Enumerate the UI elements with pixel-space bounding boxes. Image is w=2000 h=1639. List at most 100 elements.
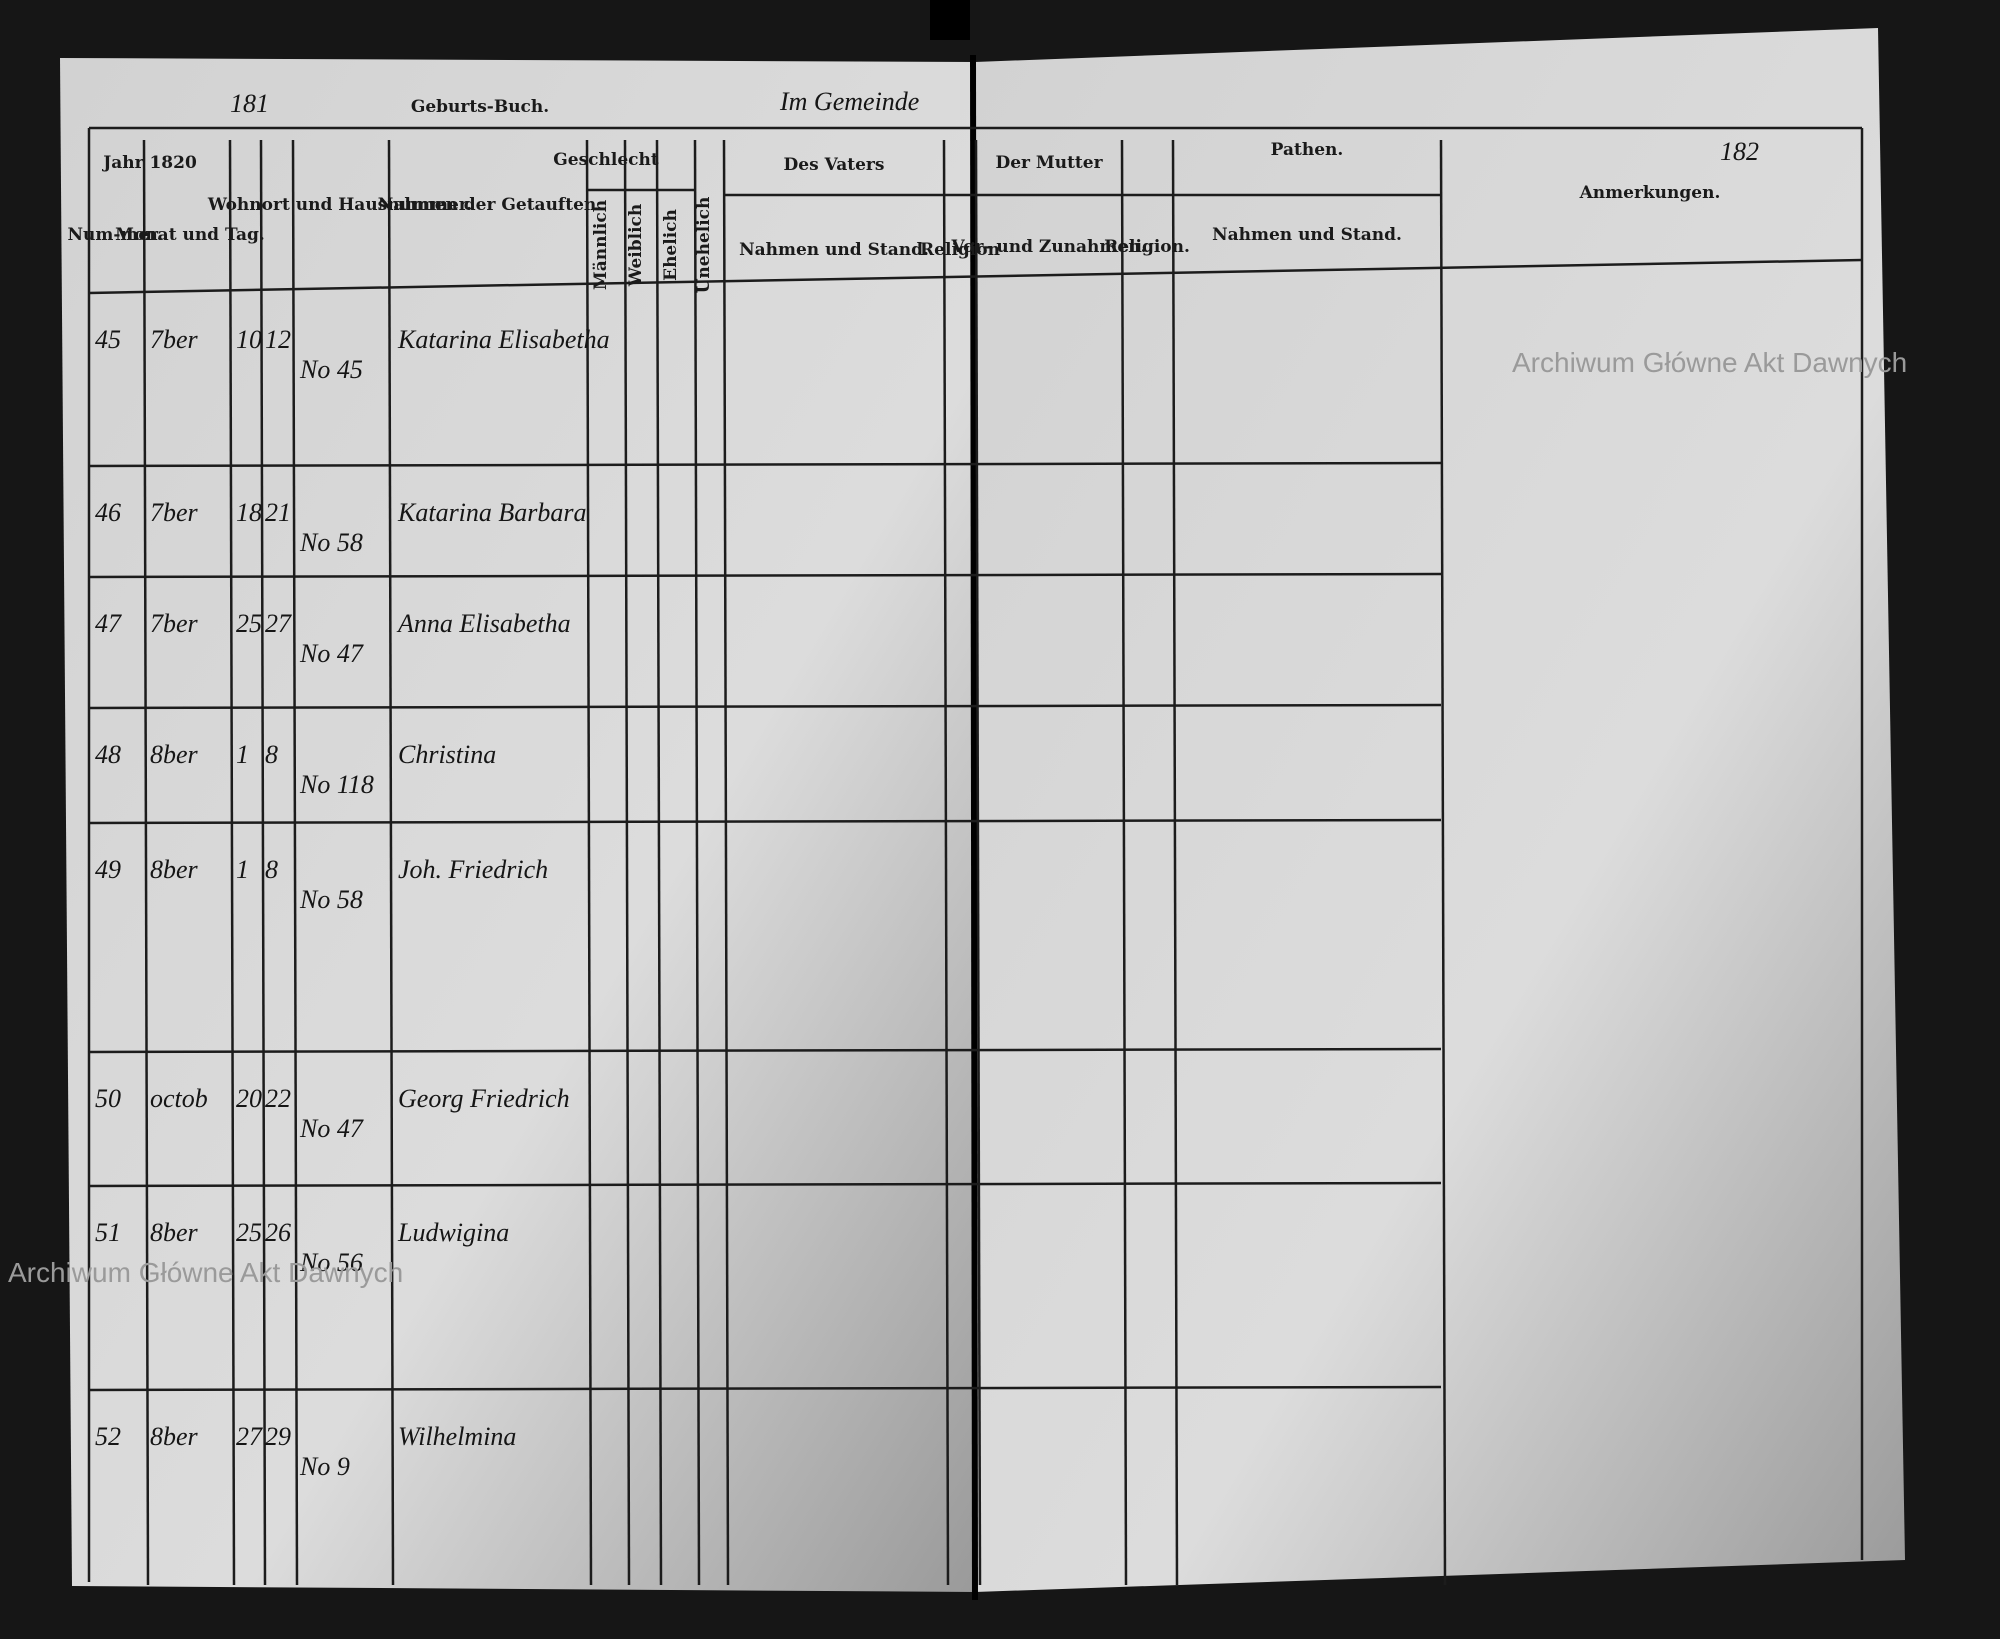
column-header: Ehelich xyxy=(661,209,681,281)
child-name: Georg Friedrich xyxy=(398,1084,570,1113)
page-number: 182 xyxy=(1720,137,1759,166)
column-header: Religion. xyxy=(1104,237,1190,257)
child-name: Christina xyxy=(398,740,496,769)
column-line xyxy=(1439,139,1447,1586)
birth-day: 25 xyxy=(236,609,262,638)
right-page xyxy=(975,28,1905,1592)
column-header: Unehelich xyxy=(694,197,714,294)
column-header: Nahmen und Stand. xyxy=(739,240,929,260)
column-header: Geschlecht xyxy=(553,150,659,170)
column-line xyxy=(585,139,593,1586)
entry-month: 7ber xyxy=(150,325,199,354)
birth-day: 1 xyxy=(236,740,249,769)
birth-day: 20 xyxy=(236,1084,262,1113)
column-header: Religion xyxy=(920,240,1000,260)
house-number: No 47 xyxy=(299,639,364,668)
column-header: Wohnort und Hausnummer. xyxy=(207,195,472,215)
baptism-day: 8 xyxy=(265,740,278,769)
column-line xyxy=(291,139,299,1586)
baptism-day: 29 xyxy=(265,1422,291,1451)
column-header: Männlich xyxy=(591,200,611,290)
child-name: Ludwigina xyxy=(397,1218,509,1247)
left-page xyxy=(60,58,975,1592)
column-line xyxy=(974,139,982,1586)
birth-day: 18 xyxy=(236,498,262,527)
watermark: Archiwum Główne Akt Dawnych xyxy=(1512,347,1907,378)
child-name: Joh. Friedrich xyxy=(398,855,548,884)
column-line xyxy=(228,139,236,1586)
birth-day: 27 xyxy=(236,1422,263,1451)
column-header: Jahr 1820 xyxy=(101,153,197,173)
column-header: Des Vaters xyxy=(784,155,885,175)
entry-number: 49 xyxy=(95,855,121,884)
entry-month: 8ber xyxy=(150,1422,199,1451)
entry-number: 47 xyxy=(95,609,122,638)
column-header: Pathen. xyxy=(1271,140,1344,160)
column-header: Anmerkungen. xyxy=(1579,183,1721,203)
row-line xyxy=(88,1047,1442,1054)
column-line xyxy=(722,139,730,1586)
column-header: Vor- und Zunahmen. xyxy=(950,237,1146,257)
birth-day: 10 xyxy=(236,325,262,354)
row-line xyxy=(88,572,1442,579)
entry-month: 7ber xyxy=(150,498,199,527)
entry-number: 51 xyxy=(95,1218,121,1247)
house-number: No 56 xyxy=(299,1248,363,1277)
column-header: Num-mer. xyxy=(67,225,162,245)
entry-number: 48 xyxy=(95,740,121,769)
birth-day: 1 xyxy=(236,855,249,884)
entry-number: 50 xyxy=(95,1084,121,1113)
house-number: No 58 xyxy=(299,528,363,557)
baptism-day: 21 xyxy=(265,498,291,527)
house-number: No 118 xyxy=(299,770,374,799)
column-line xyxy=(142,139,150,1586)
watermark: Archiwum Główne Akt Dawnych xyxy=(8,1257,403,1288)
baptism-day: 22 xyxy=(265,1084,291,1113)
column-header: Der Mutter xyxy=(995,153,1103,173)
place: Im Gemeinde xyxy=(779,87,919,116)
row-line xyxy=(88,461,1442,468)
entry-number: 46 xyxy=(95,498,121,527)
binding xyxy=(930,0,970,40)
column-line xyxy=(655,139,663,1586)
column-line xyxy=(1120,139,1128,1586)
house-number: No 47 xyxy=(299,1114,364,1143)
column-line xyxy=(942,139,950,1586)
page-number: 181 xyxy=(230,89,269,118)
column-header: Monat und Tag. xyxy=(115,225,265,245)
house-number: No 58 xyxy=(299,885,363,914)
entry-month: 7ber xyxy=(150,609,199,638)
house-number: No 45 xyxy=(299,355,363,384)
entry-number: 45 xyxy=(95,325,121,354)
gutter xyxy=(970,54,978,1601)
baptism-day: 26 xyxy=(265,1218,291,1247)
column-line xyxy=(1171,139,1179,1586)
column-line xyxy=(259,139,267,1586)
row-line xyxy=(88,818,1442,825)
baptism-day: 27 xyxy=(265,609,292,638)
row-line xyxy=(88,1385,1442,1392)
column-header: Weiblich xyxy=(626,204,646,288)
column-line xyxy=(387,139,395,1586)
entry-month: 8ber xyxy=(150,855,199,884)
column-header: Nahmen der Getauften. xyxy=(378,195,602,215)
child-name: Katarina Barbara xyxy=(397,498,587,527)
column-line xyxy=(693,139,701,1586)
birth-day: 25 xyxy=(236,1218,262,1247)
child-name: Wilhelmina xyxy=(398,1422,516,1451)
child-name: Katarina Elisabetha xyxy=(397,325,610,354)
child-name: Anna Elisabetha xyxy=(396,609,571,638)
entry-month: 8ber xyxy=(150,740,199,769)
entry-number: 52 xyxy=(95,1422,121,1451)
entry-month: octob xyxy=(150,1084,208,1113)
row-line xyxy=(88,1181,1442,1188)
column-line xyxy=(623,139,631,1586)
row-line xyxy=(88,703,1442,710)
entry-month: 8ber xyxy=(150,1218,199,1247)
baptism-day: 12 xyxy=(265,325,291,354)
column-header: Nahmen und Stand. xyxy=(1212,225,1402,245)
house-number: No 9 xyxy=(299,1452,350,1481)
register-title: Geburts-Buch. xyxy=(411,97,549,117)
